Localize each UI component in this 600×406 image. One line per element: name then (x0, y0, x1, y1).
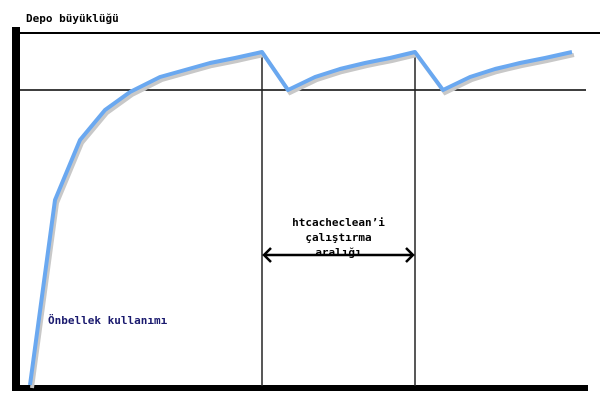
y-axis (12, 27, 20, 391)
curve-shadow (30, 52, 575, 389)
interval-label: htcacheclean’i çalıştırma aralığı (262, 215, 415, 260)
x-axis (12, 385, 588, 391)
interval-label-line: çalıştırma (305, 231, 372, 244)
interval-arrow (262, 247, 415, 263)
interval-label-line: htcacheclean’i (292, 216, 385, 229)
curve-label: Önbellek kullanımı (48, 314, 168, 327)
interval-label-line: aralığı (315, 246, 362, 259)
cache-usage-curve (28, 50, 573, 386)
y-axis-label: Depo büyüklüğü (26, 12, 119, 25)
